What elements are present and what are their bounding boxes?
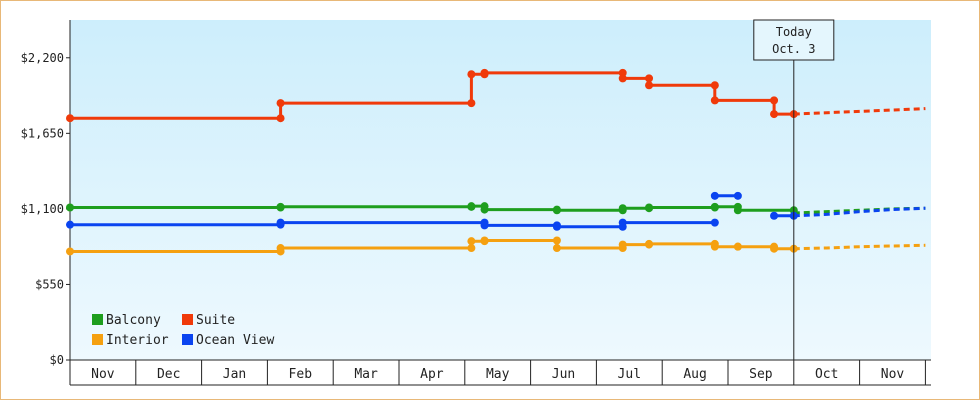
y-tick-label: $550 [35,277,64,291]
data-point [552,222,561,231]
data-point [710,202,719,211]
month-label: Sep [749,367,773,382]
data-point [645,203,654,212]
data-point [645,239,654,248]
legend-label: Suite [196,313,235,328]
series-interior [66,236,926,256]
month-label: Oct [815,367,838,382]
data-point [276,202,285,211]
series-forecast-line [793,206,926,215]
series-balcony [66,202,926,215]
data-point [618,240,627,249]
month-label: Jul [618,367,641,382]
y-axis: $0 $550 $1,100 $1,650 $2,200 [21,20,71,367]
data-point [710,81,719,90]
data-point [710,191,719,200]
month-label: May [486,367,510,382]
data-point [618,68,627,77]
month-label: Feb [289,367,313,382]
legend-label: Interior [106,333,169,348]
today-label: Today [776,25,812,39]
legend-item: Ocean View [182,333,274,348]
y-tick-label: $2,200 [21,51,64,65]
series-ocean-view [66,191,926,231]
legend: Balcony Suite Interior Ocean View [92,313,274,348]
legend-item: Interior [92,333,169,348]
data-point [467,70,476,79]
data-point [467,99,476,108]
month-label: Dec [157,367,180,382]
month-label: Jan [223,367,246,382]
data-point [66,220,74,229]
y-tick-label: $1,650 [21,126,64,140]
data-point [276,99,285,108]
series-forecast-line [793,107,926,116]
data-point [645,74,654,83]
data-point [480,236,489,245]
data-point [710,242,719,251]
plot-area [70,20,931,360]
data-point [770,211,779,220]
data-point [66,114,74,123]
data-point [770,96,779,105]
data-point [66,247,74,256]
legend-item: Suite [182,313,235,328]
data-point [276,114,285,123]
legend-swatch [92,334,103,345]
data-point [770,110,779,119]
data-point [552,206,561,215]
legend-label: Balcony [106,313,161,328]
data-point [733,206,742,215]
data-point [710,218,719,227]
data-point [66,203,74,212]
data-point [733,191,742,200]
y-tick-label: $1,100 [21,202,64,216]
data-point [710,96,719,105]
today-marker: Today Oct. 3 [753,19,835,360]
legend-item: Balcony [92,313,161,328]
data-point [733,242,742,251]
data-point [618,218,627,227]
series-forecast-line [793,206,926,218]
legend-swatch [92,314,103,325]
data-point [467,244,476,253]
series-layer [66,68,926,256]
data-point [480,221,489,230]
legend-swatch [182,314,193,325]
data-point [618,204,627,213]
month-label: Aug [683,367,706,382]
today-date: Oct. 3 [772,42,815,56]
data-point [480,68,489,77]
y-tick-label: $0 [50,353,64,367]
x-axis: Nov Dec Jan Feb Mar Apr May Jun Jul Aug Sep Oct Nov [69,359,931,386]
data-point [552,244,561,253]
data-point [467,202,476,211]
data-point [276,218,285,227]
data-point [467,237,476,246]
month-label: Jun [552,367,575,382]
series-forecast-line [793,243,926,251]
data-point [480,205,489,214]
data-point [552,236,561,245]
month-label: Apr [420,367,444,382]
data-point [276,244,285,253]
month-label: Mar [354,367,378,382]
today-box [753,19,835,61]
data-point [770,244,779,253]
data-point [618,74,627,83]
month-label: Nov [881,367,905,382]
legend-swatch [182,334,193,345]
month-label: Nov [91,367,115,382]
series-suite [66,68,926,123]
data-point [645,81,654,90]
legend-label: Ocean View [196,333,274,348]
